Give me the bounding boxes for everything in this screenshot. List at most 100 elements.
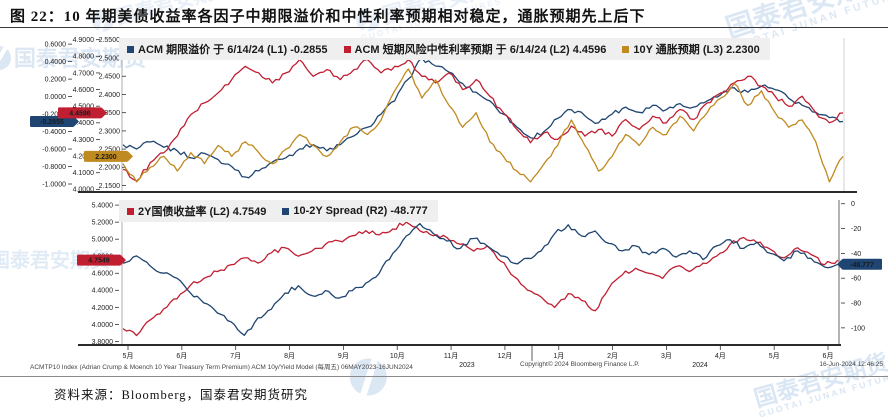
- legend-item: 2Y国债收益率 (L2) 4.7549: [127, 203, 266, 219]
- axis-tick-label: 4.5000: [73, 104, 95, 111]
- legend-swatch-red: [127, 207, 134, 215]
- legend-label: 10Y 通胀预期 (L3) 2.2300: [633, 44, 760, 56]
- figure-title: 图 22：10 年期美债收益率各因子中期限溢价和中性利率预期相对稳定，通胀预期先…: [10, 9, 646, 25]
- x-tick-label: 6月: [823, 352, 834, 360]
- x-tick-label: 4月: [715, 352, 726, 360]
- axis-tick-label: 4.3000: [73, 137, 95, 144]
- axis-tick-label: 2.3500: [99, 110, 121, 117]
- axis-value-badge: 4.4596: [58, 107, 107, 119]
- x-tick-label: 7月: [230, 352, 241, 360]
- source-note: 资料来源：Bloomberg，国泰君安期货研究: [54, 388, 309, 402]
- x-tick-label: 2月: [607, 352, 618, 360]
- legend-item: 10Y 通胀预期 (L3) 2.2300: [622, 41, 760, 57]
- bottom-panel-legend: 2Y国债收益率 (L2) 4.7549 10-2Y Spread (R2) -48…: [119, 200, 438, 222]
- x-tick-label: 8月: [284, 352, 295, 360]
- x-tick-label: 5月: [123, 352, 134, 360]
- axis-value-badge: 2.2300: [84, 150, 133, 162]
- legend-swatch-navy: [282, 207, 290, 215]
- axis-tick-label: 4.6000: [92, 271, 114, 278]
- x-tick-label: 6月: [176, 352, 187, 360]
- axis-tick-label: 4.4000: [73, 120, 95, 127]
- series-line-navy: [122, 57, 844, 179]
- axis-tick-label: -0.6000: [42, 146, 66, 153]
- x-tick-label: 11月: [444, 352, 458, 360]
- legend-label: ACM 期限溢价 于 6/14/24 (L1) -0.2855: [138, 44, 328, 56]
- axis-tick-label: 0.6000: [45, 42, 67, 49]
- axis-tick-label: 2.4000: [99, 92, 121, 99]
- axis-tick-label: 3.8000: [92, 339, 114, 346]
- series-line-gold: [122, 68, 844, 183]
- figure-bottom-divider: [0, 376, 888, 377]
- series-line-red: [122, 58, 844, 182]
- axis-tick-label: 4.7000: [73, 70, 95, 77]
- top-panel-plot: 0.6000 0.4000 0.2000 0.0000 -0.2000 -0.4000 -0…: [30, 37, 857, 194]
- axis-tick-label: 4.8000: [73, 54, 95, 61]
- legend-swatch-gold: [622, 45, 630, 53]
- axis-tick-label: -40: [851, 251, 861, 258]
- axis-value-badge: -0.2855: [30, 116, 79, 128]
- legend-item: ACM 短期风险中性利率预期 于 6/14/24 (L2) 4.4596: [343, 41, 607, 57]
- series-line-red: [122, 221, 839, 337]
- axis-tick-label: -0.2000: [42, 111, 66, 118]
- bloomberg-footer-timestamp: 16-Jun-2024 12:46:25: [819, 361, 883, 368]
- axis-tick-label: 4.1000: [73, 170, 95, 177]
- legend-label: ACM 短期风险中性利率预期 于 6/14/24 (L2) 4.4596: [354, 44, 607, 56]
- axis-tick-label: 4.0000: [92, 322, 114, 329]
- x-tick-label: 3月: [661, 352, 672, 360]
- series-line-navy: [122, 222, 839, 336]
- axis-value-badge: 4.7549: [77, 254, 126, 266]
- svg-text:-48.777: -48.777: [850, 262, 874, 269]
- axis-tick-label: 4.4000: [92, 288, 114, 295]
- legend-label: 10-2Y Spread (R2) -48.777: [293, 205, 428, 217]
- axis-tick-label: 0.4000: [45, 59, 67, 66]
- axis-tick-label: -1.0000: [42, 181, 66, 188]
- x-tick-label: 12月: [498, 352, 513, 360]
- axis-tick-label: 2.2500: [99, 147, 121, 154]
- axis-tick-label: -60: [851, 276, 861, 283]
- bloomberg-footer-copyright: Copyright© 2024 Bloomberg Finance L.P.: [520, 361, 640, 368]
- bottom-panel-plot: 5.40005.20005.00004.80004.60004.40004.20…: [77, 200, 882, 369]
- axis-tick-label: 4.2000: [92, 305, 114, 312]
- axis-tick-label: 5.2000: [92, 220, 114, 227]
- x-tick-label: 9月: [338, 352, 349, 360]
- axis-tick-label: -0.4000: [42, 129, 66, 136]
- axis-tick-label: 2.1500: [99, 183, 121, 190]
- axis-tick-label: 0.0000: [45, 94, 67, 101]
- axis-tick-label: 4.6000: [73, 87, 95, 94]
- axis-value-badge: -48.777: [837, 258, 882, 270]
- x-tick-label: 5月: [769, 352, 780, 360]
- top-panel-legend: ACM 期限溢价 于 6/14/24 (L1) -0.2855 ACM 短期风险中…: [119, 38, 770, 60]
- svg-text:-0.2855: -0.2855: [40, 119, 64, 126]
- axis-tick-label: 5.4000: [92, 203, 114, 210]
- axis-tick-label: 2.5000: [99, 55, 121, 62]
- bloomberg-chart-figure: 0.6000 0.4000 0.2000 0.0000 -0.2000 -0.4000 -0…: [0, 32, 888, 377]
- axis-tick-label: 4.0000: [73, 187, 95, 194]
- x-tick-label: 1月: [553, 352, 564, 360]
- axis-tick-label: 0.2000: [45, 76, 67, 83]
- svg-text:4.7549: 4.7549: [88, 258, 110, 265]
- axis-tick-label: 4.9000: [73, 37, 95, 44]
- axis-tick-label: 4.2000: [73, 153, 95, 160]
- svg-text:2.2300: 2.2300: [95, 154, 117, 161]
- legend-label: 2Y国债收益率 (L2) 4.7549: [138, 206, 267, 218]
- svg-text:4.4596: 4.4596: [69, 111, 91, 118]
- legend-item: 10-2Y Spread (R2) -48.777: [282, 205, 428, 217]
- axis-tick-label: -20: [851, 226, 861, 233]
- year-label: 2024: [692, 362, 708, 369]
- axis-tick-label: 5.0000: [92, 237, 114, 244]
- axis-tick-label: 2.5500: [99, 37, 121, 44]
- legend-swatch-red: [343, 45, 351, 53]
- legend-item: ACM 期限溢价 于 6/14/24 (L1) -0.2855: [127, 41, 328, 57]
- x-tick-label: 10月: [390, 352, 405, 360]
- title-divider: [0, 27, 888, 28]
- axis-tick-label: 2.3000: [99, 128, 121, 135]
- axis-tick-label: -80: [851, 300, 861, 307]
- legend-swatch-navy: [127, 45, 134, 53]
- axis-tick-label: 0: [851, 201, 855, 208]
- axis-tick-label: -0.8000: [42, 164, 66, 171]
- year-label: 2023: [459, 362, 475, 369]
- bloomberg-footer-source: ACMTP10 Index (Adrian Crump & Moench 10 …: [30, 364, 413, 371]
- axis-tick-label: 2.2000: [99, 165, 121, 172]
- axis-tick-label: 2.4500: [99, 74, 121, 81]
